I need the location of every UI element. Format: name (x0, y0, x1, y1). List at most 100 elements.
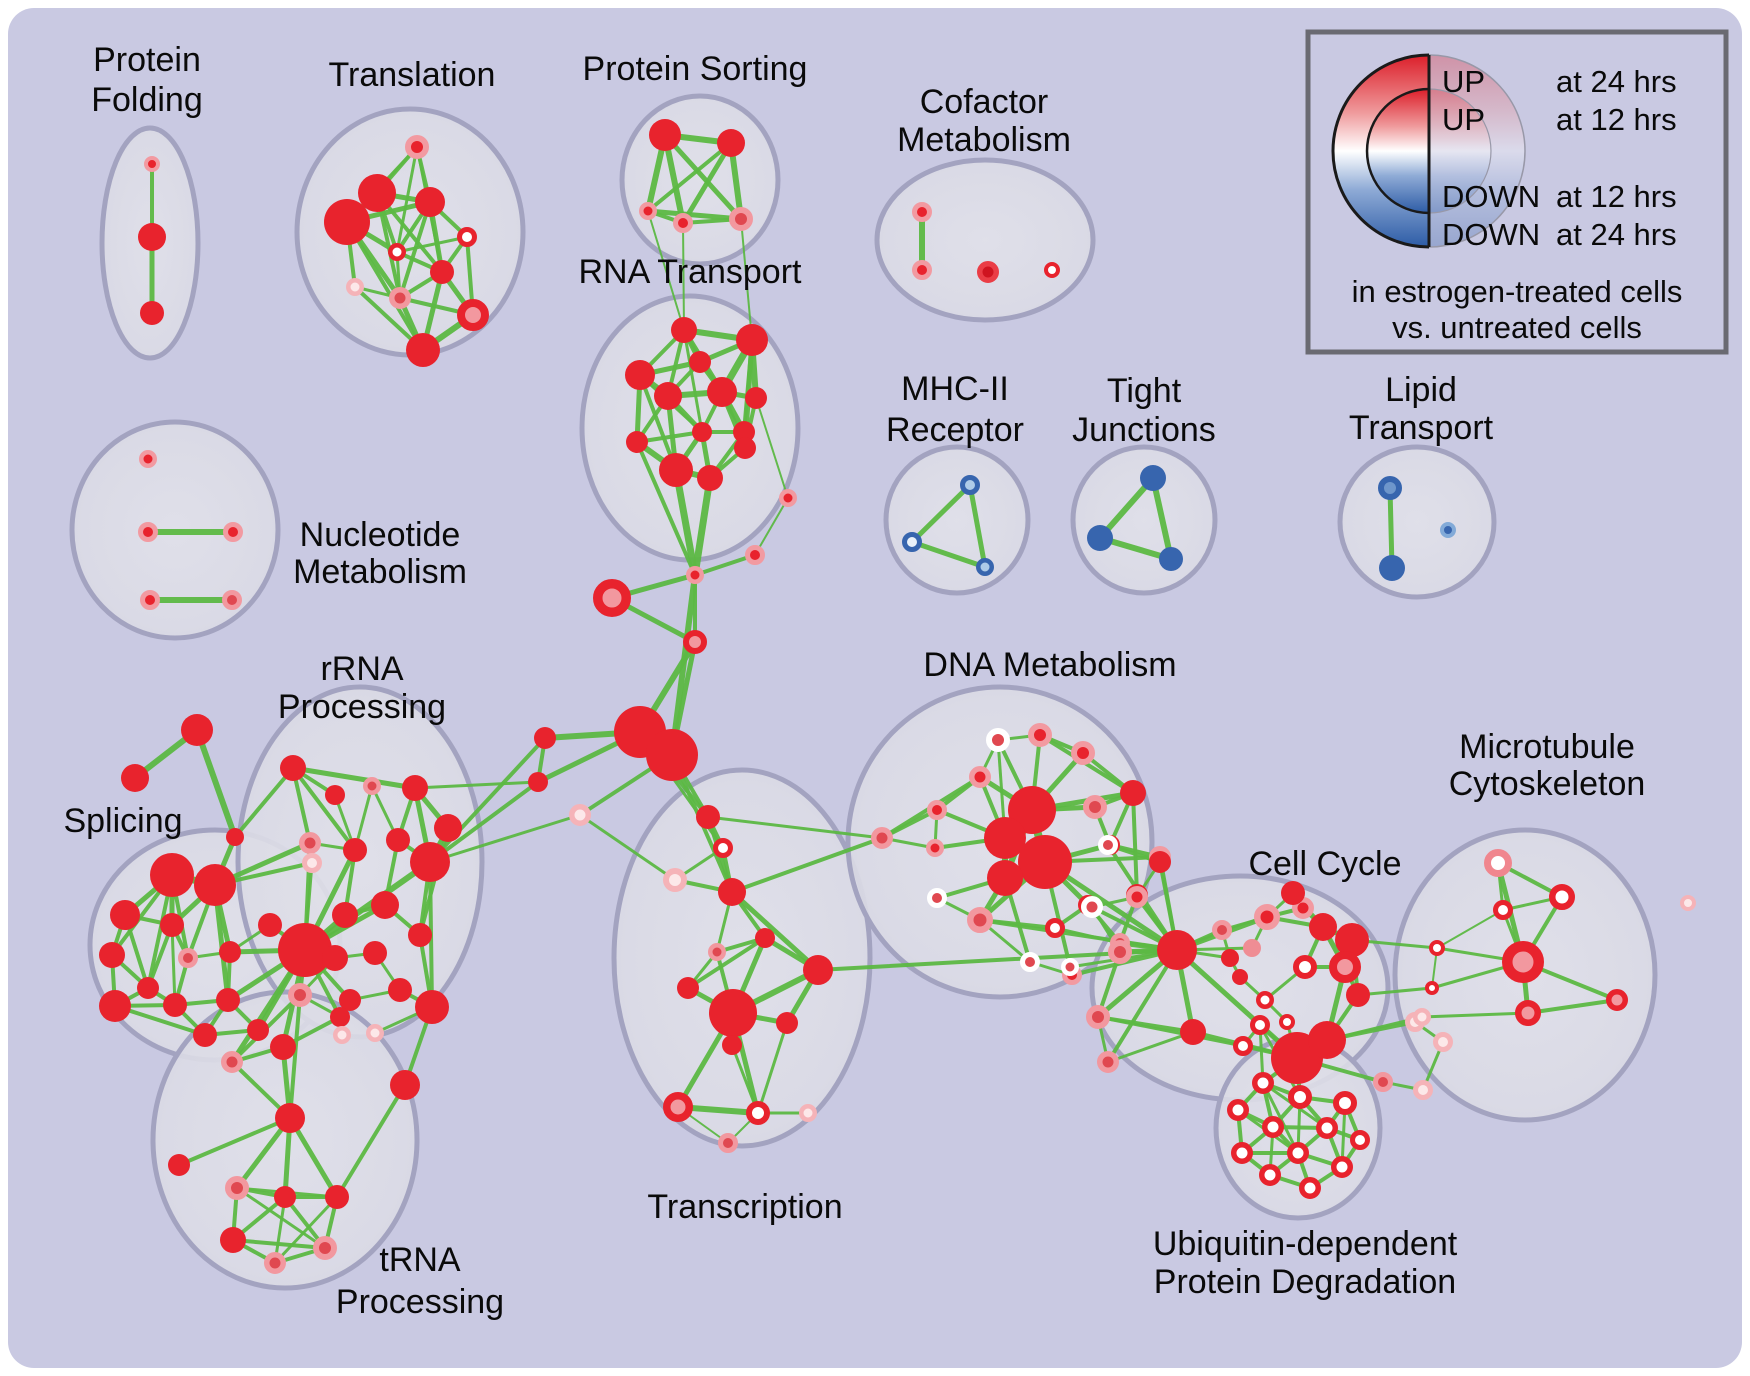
network-node-mt5 (1515, 1000, 1541, 1026)
network-node-rr13 (408, 923, 432, 947)
edge-sg3-rr1 (233, 766, 295, 839)
network-node-cf2 (912, 260, 932, 280)
cluster-label-translation: Translation (329, 56, 496, 94)
network-node-tr9 (389, 287, 411, 309)
network-node-rt7 (745, 387, 767, 409)
edge-bx2-rr14 (428, 780, 540, 864)
network-node-cc21 (1346, 983, 1370, 1007)
legend-up-12-time: at 12 hrs (1556, 102, 1677, 137)
cluster-label-lipid-transport: Lipid Transport (1349, 371, 1494, 447)
network-node-ps2 (717, 129, 745, 157)
network-node-rt14 (779, 489, 797, 507)
edge-rt11-sp1 (672, 466, 699, 579)
network-node-cc10 (1212, 920, 1232, 940)
edge-ps5-rt2 (740, 218, 753, 341)
network-node-tr2 (358, 174, 396, 212)
network-node-sp4 (683, 630, 707, 654)
cluster-label-transcription: Transcription (647, 1188, 842, 1226)
network-node-rt12 (697, 465, 723, 491)
network-node-rr5 (434, 814, 462, 842)
cluster-label-rna-transport: RNA Transport (579, 253, 803, 291)
network-node-ub6 (1262, 1116, 1284, 1138)
edge-cchub-cc33 (1106, 948, 1179, 1064)
network-node-ub11 (1331, 1156, 1353, 1178)
edge-rr1-rr7 (291, 766, 357, 852)
network-node-mh2 (902, 532, 922, 552)
network-node-tw2 (646, 729, 698, 781)
network-node-rt5 (654, 382, 682, 410)
edge-cc6-cc24 (1096, 1015, 1245, 1048)
network-node-trn3 (275, 1103, 305, 1133)
cluster-label-trna-processing: tRNA Processing (336, 1241, 504, 1321)
edge-tx11-tx13 (730, 1043, 760, 1115)
network-node-cc7 (1180, 1019, 1206, 1045)
network-node-rt1 (671, 317, 697, 343)
legend-inner-circle-left-outline (1365, 87, 1430, 215)
network-node-lp3 (1440, 522, 1456, 538)
edge-sl4-sl10 (170, 923, 177, 1007)
network-node-cc31 (1373, 1072, 1393, 1092)
legend: UP UP DOWN DOWN at 24 hrs at 12 hrs at 1… (1305, 29, 1729, 355)
edge-rr1-rr4 (290, 765, 418, 791)
network-node-trn11 (390, 1070, 420, 1100)
network-node-ps3 (639, 202, 657, 220)
network-node-sl11 (216, 988, 240, 1012)
edge-trn3-trn4 (177, 1116, 292, 1167)
network-node-cc26 (1308, 1021, 1346, 1059)
network-node-rr22 (415, 990, 449, 1024)
network-node-cf3 (977, 261, 999, 283)
network-node-nm3 (223, 522, 243, 542)
network-node-rr20 (388, 978, 412, 1002)
network-node-tx8 (677, 977, 699, 999)
network-node-cc24 (1233, 1036, 1253, 1056)
edge-tr1-tr6 (395, 145, 419, 254)
network-node-pf2 (138, 223, 166, 251)
node-layer (99, 119, 1696, 1274)
network-node-cc19 (1329, 951, 1361, 983)
network-node-dm19 (1045, 918, 1065, 938)
network-node-cc12 (1221, 949, 1239, 967)
network-node-rr8 (386, 828, 410, 852)
network-node-rt6 (707, 377, 737, 407)
cluster-label-protein-folding: Protein Folding (91, 41, 203, 119)
network-node-tx5 (755, 928, 775, 948)
network-node-sg3 (226, 828, 244, 846)
network-node-sl9 (99, 990, 131, 1022)
legend-inner-circle-right-outline (1428, 88, 1492, 214)
network-node-mtb2 (1425, 981, 1439, 995)
edge-ps3-ps5 (645, 208, 744, 222)
network-node-dm4 (969, 766, 991, 788)
cluster-label-rrna-processing: rRNA Processing (278, 650, 446, 726)
network-node-sg2 (121, 764, 149, 792)
cluster-label-splicing: Splicing (63, 802, 182, 840)
cluster-label-cell-cycle: Cell Cycle (1248, 845, 1401, 883)
network-node-tx11 (722, 1035, 742, 1055)
network-node-tr8 (346, 278, 364, 296)
network-node-rr4 (402, 775, 428, 801)
network-node-cc14 (1254, 904, 1280, 930)
network-node-rt8 (626, 431, 648, 453)
network-node-ub7 (1316, 1117, 1338, 1139)
network-node-ub12 (1259, 1164, 1281, 1186)
network-node-rt3 (625, 360, 655, 390)
network-node-mt2 (1549, 884, 1575, 910)
legend-down-24-keyword: DOWN (1442, 217, 1540, 252)
legend-up-24-keyword: UP (1442, 64, 1485, 99)
edge-lp1-lp2 (1387, 485, 1395, 571)
network-node-rt13 (734, 437, 756, 459)
network-node-cc20 (1293, 955, 1317, 979)
edge-mtb3-mt5 (1420, 1011, 1530, 1019)
network-node-dm7 (1083, 795, 1107, 819)
edge-trn11-trn7 (335, 1083, 407, 1199)
network-node-rrhub (278, 923, 332, 977)
network-node-rt11 (659, 453, 693, 487)
network-node-rr3 (363, 777, 381, 795)
network-node-ps4 (673, 213, 693, 233)
network-node-lp1 (1378, 476, 1402, 500)
edge-mh2-mh3 (909, 539, 988, 570)
legend-caption-line2: vs. untreated cells (1392, 310, 1642, 345)
network-node-tj3 (1159, 547, 1183, 571)
network-node-sl7 (219, 941, 241, 963)
network-node-mh1 (960, 475, 980, 495)
network-node-rr12 (371, 891, 399, 919)
